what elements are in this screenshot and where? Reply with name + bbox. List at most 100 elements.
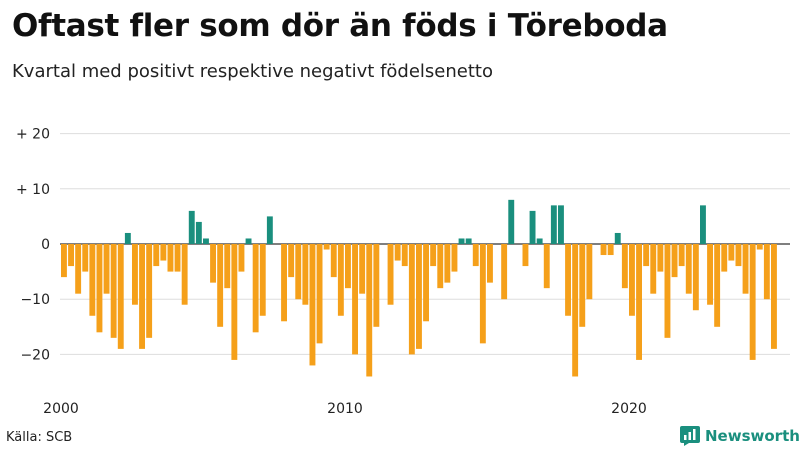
bar: [437, 244, 444, 289]
bar: [728, 244, 735, 261]
bar: [756, 244, 763, 250]
bar: [117, 244, 124, 349]
y-tick-label: + 10: [16, 182, 50, 198]
bar: [146, 244, 153, 338]
y-tick-label: + 20: [16, 127, 50, 143]
bar: [110, 244, 117, 338]
bar: [359, 244, 366, 294]
bar: [266, 216, 273, 244]
bar: [61, 244, 67, 278]
bar: [82, 244, 89, 272]
bar: [337, 244, 344, 316]
bar: [181, 244, 188, 305]
bar: [671, 244, 678, 278]
bar: [153, 244, 160, 267]
bar: [600, 244, 607, 256]
bar: [352, 244, 358, 355]
bar: [543, 244, 550, 289]
bar: [75, 244, 82, 294]
bar: [387, 244, 394, 305]
bar: [536, 238, 543, 244]
bar: [245, 238, 252, 244]
bar: [252, 244, 259, 333]
bar: [408, 244, 415, 355]
bar: [472, 244, 479, 267]
bar: [174, 244, 181, 272]
bar: [423, 244, 429, 322]
bar: [771, 244, 777, 349]
bar: [487, 244, 493, 283]
bar: [579, 244, 586, 327]
bar: [373, 244, 380, 327]
bar: [614, 232, 621, 244]
bar: [607, 244, 614, 256]
bar: [629, 244, 635, 316]
bar: [678, 244, 685, 267]
bar: [479, 244, 486, 344]
bar: [345, 244, 351, 289]
bar: [160, 244, 167, 261]
bar: [742, 244, 749, 294]
bar: [444, 244, 451, 283]
bar: [735, 244, 742, 267]
bar: [586, 244, 593, 300]
bar: [572, 244, 579, 377]
y-axis-ticks: + 20 + 10 0 −10 −20: [16, 127, 50, 364]
bar: [550, 205, 557, 244]
bar: [657, 244, 664, 272]
bar: [295, 244, 302, 300]
bar: [685, 244, 692, 294]
chart-title: Oftast fler som dör än föds i Töreboda: [12, 8, 668, 44]
bar: [650, 244, 657, 294]
bar: [231, 244, 238, 360]
bar: [558, 205, 564, 244]
bar: [139, 244, 145, 349]
bar: [302, 244, 309, 305]
bar: [366, 244, 373, 377]
bar: [259, 244, 266, 316]
bar: [316, 244, 323, 344]
bar: [522, 244, 529, 267]
bar: [323, 244, 330, 250]
bar: [124, 232, 131, 244]
bar: [636, 244, 642, 360]
y-tick-label: −10: [20, 292, 50, 308]
bar: [763, 244, 770, 300]
brand-name: Newsworthy: [705, 427, 800, 445]
bar: [203, 238, 209, 244]
bar: [68, 244, 74, 267]
bar: [103, 244, 110, 294]
bar: [167, 244, 174, 272]
bar: [89, 244, 96, 316]
x-tick-label: 2020: [611, 401, 647, 417]
bar: [458, 238, 465, 244]
brand-logo[interactable]: Newsworthy: [680, 426, 800, 446]
bar: [238, 244, 245, 272]
bar: [416, 244, 422, 349]
source-label: Källa: SCB: [6, 430, 73, 445]
bar: [643, 244, 650, 267]
bar: [714, 244, 721, 327]
bar: [451, 244, 458, 272]
bar: [692, 244, 699, 311]
bar: [721, 244, 728, 272]
bar: [707, 244, 713, 305]
x-tick-label: 2000: [43, 401, 79, 417]
y-tick-label: 0: [41, 237, 50, 253]
bar: [188, 210, 195, 244]
bar: [465, 238, 472, 244]
bar: [288, 244, 295, 278]
bar: [565, 244, 571, 316]
bar: [281, 244, 287, 322]
bar: [401, 244, 408, 267]
x-axis-ticks: 2000 2010 2020: [43, 401, 647, 417]
chart-subtitle: Kvartal med positivt respektive negativt…: [12, 61, 493, 82]
bar: [508, 199, 515, 244]
bar: [195, 221, 202, 244]
bar: [664, 244, 671, 338]
x-tick-label: 2010: [327, 401, 363, 417]
bar: [309, 244, 316, 366]
newsworthy-icon: [680, 426, 700, 446]
bar: [501, 244, 508, 300]
